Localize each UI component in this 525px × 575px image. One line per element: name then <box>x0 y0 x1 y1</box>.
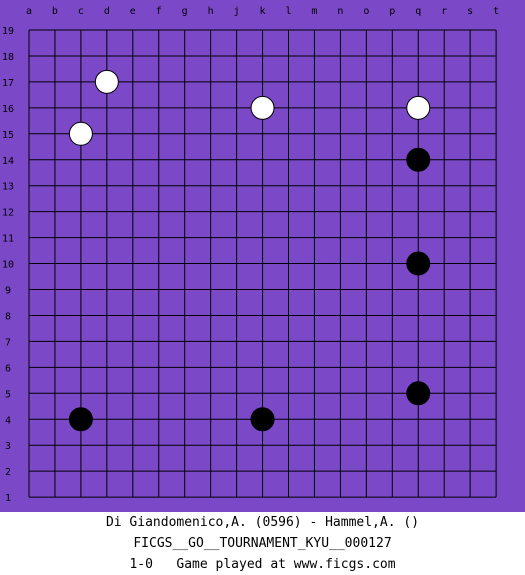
white-stone <box>94 69 119 94</box>
column-label: c <box>78 6 84 17</box>
column-label: t <box>493 6 499 17</box>
column-label: b <box>52 6 58 17</box>
column-label: q <box>415 6 421 17</box>
black-stone <box>68 407 93 432</box>
row-label: 15 <box>2 130 14 141</box>
board-surface <box>16 18 512 512</box>
column-label: l <box>285 6 291 17</box>
white-stone <box>406 95 431 120</box>
column-label: m <box>311 6 317 17</box>
column-label: k <box>260 6 266 17</box>
column-label: p <box>389 6 395 17</box>
row-label: 7 <box>5 337 11 348</box>
column-label: s <box>467 6 473 17</box>
row-label: 6 <box>5 363 11 374</box>
row-label: 5 <box>5 389 11 400</box>
players-line: Di Giandomenico,A. (0596) - Hammel,A. () <box>105 515 420 530</box>
row-label: 2 <box>5 467 11 478</box>
board-svg: a b c d e f g h j k l m n o p q r s t191817161514131211109… <box>0 0 525 512</box>
column-label: h <box>208 6 214 17</box>
go-board: a b c d e f g h j k l m n o p q r s t 19 18 17 16 15 14 13 12 11 10 9… <box>0 0 525 512</box>
row-label: 4 <box>5 415 11 426</box>
row-label: 10 <box>2 260 14 271</box>
row-label: 1 <box>5 493 11 504</box>
black-stone <box>406 147 431 172</box>
column-label: d <box>104 6 110 17</box>
row-label: 18 <box>2 52 14 63</box>
row-label: 11 <box>2 234 14 245</box>
row-label: 9 <box>5 286 11 297</box>
column-label: a <box>26 6 32 17</box>
row-label: 8 <box>5 311 11 322</box>
row-label: 13 <box>2 182 14 193</box>
row-label: 16 <box>2 104 14 115</box>
row-label: 19 <box>2 26 14 37</box>
row-label: 17 <box>2 78 14 89</box>
black-stone <box>406 251 431 276</box>
column-label: o <box>363 6 369 17</box>
white-stone <box>68 121 93 146</box>
white-stone <box>250 95 275 120</box>
row-label: 12 <box>2 208 14 219</box>
row-label: 3 <box>5 441 11 452</box>
column-label: j <box>234 6 240 17</box>
black-stone <box>250 407 275 432</box>
column-label: n <box>337 6 343 17</box>
column-label: g <box>182 6 188 17</box>
tournament-line: FICGS__GO__TOURNAMENT_KYU__000127 <box>133 536 392 551</box>
row-label: 14 <box>2 156 14 167</box>
column-label: r <box>441 6 447 17</box>
column-label: e <box>130 6 136 17</box>
column-label: f <box>156 6 162 17</box>
black-stone <box>406 381 431 406</box>
result-line: 1-0 Game played at www.ficgs.com <box>129 557 396 572</box>
